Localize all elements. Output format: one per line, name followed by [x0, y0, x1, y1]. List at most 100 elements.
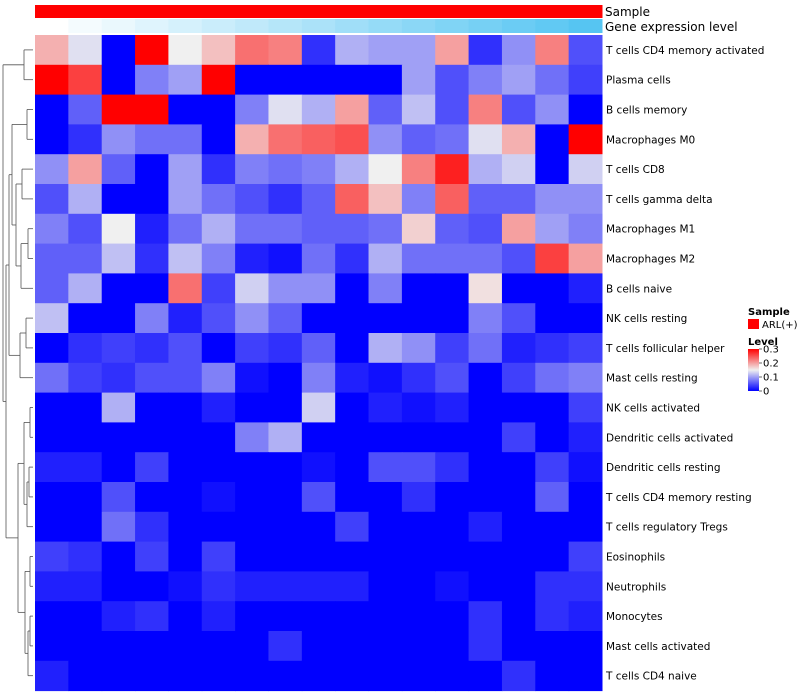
heatmap-cell	[401, 243, 436, 274]
heatmap-cell	[101, 333, 136, 364]
heatmap-cell	[568, 184, 603, 215]
heatmap-cell	[135, 660, 169, 692]
heatmap-cell	[35, 631, 69, 662]
heatmap-cells	[35, 35, 603, 692]
heatmap-cell	[301, 660, 336, 692]
heatmap-cell	[68, 452, 103, 483]
heatmap-cell	[335, 422, 370, 453]
heatmap-cell	[268, 571, 303, 602]
heatmap-cell	[435, 571, 470, 602]
heatmap-cell	[401, 660, 436, 692]
heatmap-cell	[135, 482, 169, 513]
heatmap-cell	[268, 601, 303, 632]
heatmap-cell	[301, 541, 336, 572]
heatmap-cell	[435, 422, 470, 453]
row-labels: T cells CD4 memory activated Plasma cells…	[605, 45, 764, 683]
heatmap-cell	[268, 362, 303, 394]
heatmap-cell	[201, 631, 236, 662]
heatmap-cell	[335, 184, 370, 215]
row-label: T cells CD8	[605, 164, 665, 176]
heatmap-cell	[101, 35, 136, 66]
heatmap-cell	[268, 660, 303, 692]
heatmap-cell	[468, 243, 503, 274]
heatmap-cell	[535, 571, 570, 602]
heatmap-cell	[368, 571, 403, 602]
heatmap-cell	[368, 273, 403, 304]
heatmap-cell	[335, 303, 370, 334]
heatmap-cell	[535, 94, 570, 125]
heatmap-cell	[335, 392, 370, 423]
legend-sample-title: Sample	[748, 307, 790, 318]
heatmap-cell	[235, 541, 269, 572]
row-label: Dendritic cells resting	[606, 462, 721, 474]
heatmap-cell	[135, 392, 169, 423]
heatmap-cell	[501, 631, 536, 662]
heatmap-cell	[68, 601, 103, 632]
sample-annotation-cell	[268, 5, 303, 18]
heatmap-cell	[335, 273, 370, 304]
heatmap-cell	[301, 213, 336, 245]
heatmap-cell	[268, 541, 303, 572]
heatmap-cell	[268, 213, 303, 245]
heatmap-cell	[368, 333, 403, 364]
heatmap-cell	[401, 631, 436, 662]
heatmap-cell	[68, 213, 103, 245]
heatmap-cell	[201, 601, 236, 632]
sample-annotation-cell	[535, 5, 570, 18]
legend-sample-swatch	[748, 319, 759, 329]
heatmap-cell	[468, 452, 503, 483]
heatmap-cell	[68, 303, 103, 334]
heatmap-cell	[368, 243, 403, 274]
heatmap-cell	[335, 631, 370, 662]
heatmap-cell	[168, 392, 203, 423]
heatmap-cell	[268, 184, 303, 215]
row-label: Mast cells resting	[606, 373, 698, 385]
heatmap-cell	[301, 362, 336, 394]
heatmap-cell	[535, 601, 570, 632]
heatmap-cell	[168, 571, 203, 602]
heatmap-cell	[401, 422, 436, 453]
heatmap-cell	[401, 601, 436, 632]
heatmap-cell	[468, 571, 503, 602]
heatmap-cell	[401, 392, 436, 423]
row-label: Monocytes	[606, 611, 663, 623]
heatmap-cell	[201, 243, 236, 274]
heatmap-cell	[201, 452, 236, 483]
heatmap-cell	[468, 392, 503, 423]
heatmap-cell	[101, 94, 136, 125]
heatmap-cell	[368, 154, 403, 185]
row-label: T cells CD4 memory resting	[605, 492, 752, 504]
heatmap-cell	[135, 631, 169, 662]
heatmap-cell	[201, 660, 236, 692]
heatmap-cell	[168, 124, 203, 155]
heatmap-cell	[335, 64, 370, 96]
heatmap-cell	[235, 511, 269, 543]
heatmap-cell	[335, 660, 370, 692]
heatmap-cell	[568, 243, 603, 274]
heatmap-cell	[101, 631, 136, 662]
heatmap-cell	[501, 94, 536, 125]
heatmap-cell	[168, 94, 203, 125]
heatmap-cell	[101, 362, 136, 394]
heatmap-cell	[468, 124, 503, 155]
heatmap-cell	[535, 452, 570, 483]
heatmap-cell	[501, 571, 536, 602]
heatmap-cell	[68, 154, 103, 185]
heatmap-cell	[301, 482, 336, 513]
heatmap-cell	[135, 303, 169, 334]
heatmap-cell	[335, 213, 370, 245]
heatmap-cell	[135, 213, 169, 245]
heatmap-cell	[401, 273, 436, 304]
heatmap-cell	[168, 541, 203, 572]
heatmap-cell	[568, 482, 603, 513]
heatmap-cell	[68, 482, 103, 513]
sample-annotation-cell	[68, 5, 103, 18]
heatmap-cell	[335, 94, 370, 125]
heatmap-cell	[201, 184, 236, 215]
heatmap-cell	[201, 541, 236, 572]
heatmap-cell	[468, 303, 503, 334]
legend-tick-label: 0.3	[763, 345, 779, 356]
row-label: Mast cells activated	[606, 641, 710, 653]
heatmap-cell	[335, 601, 370, 632]
heatmap-cell	[401, 184, 436, 215]
